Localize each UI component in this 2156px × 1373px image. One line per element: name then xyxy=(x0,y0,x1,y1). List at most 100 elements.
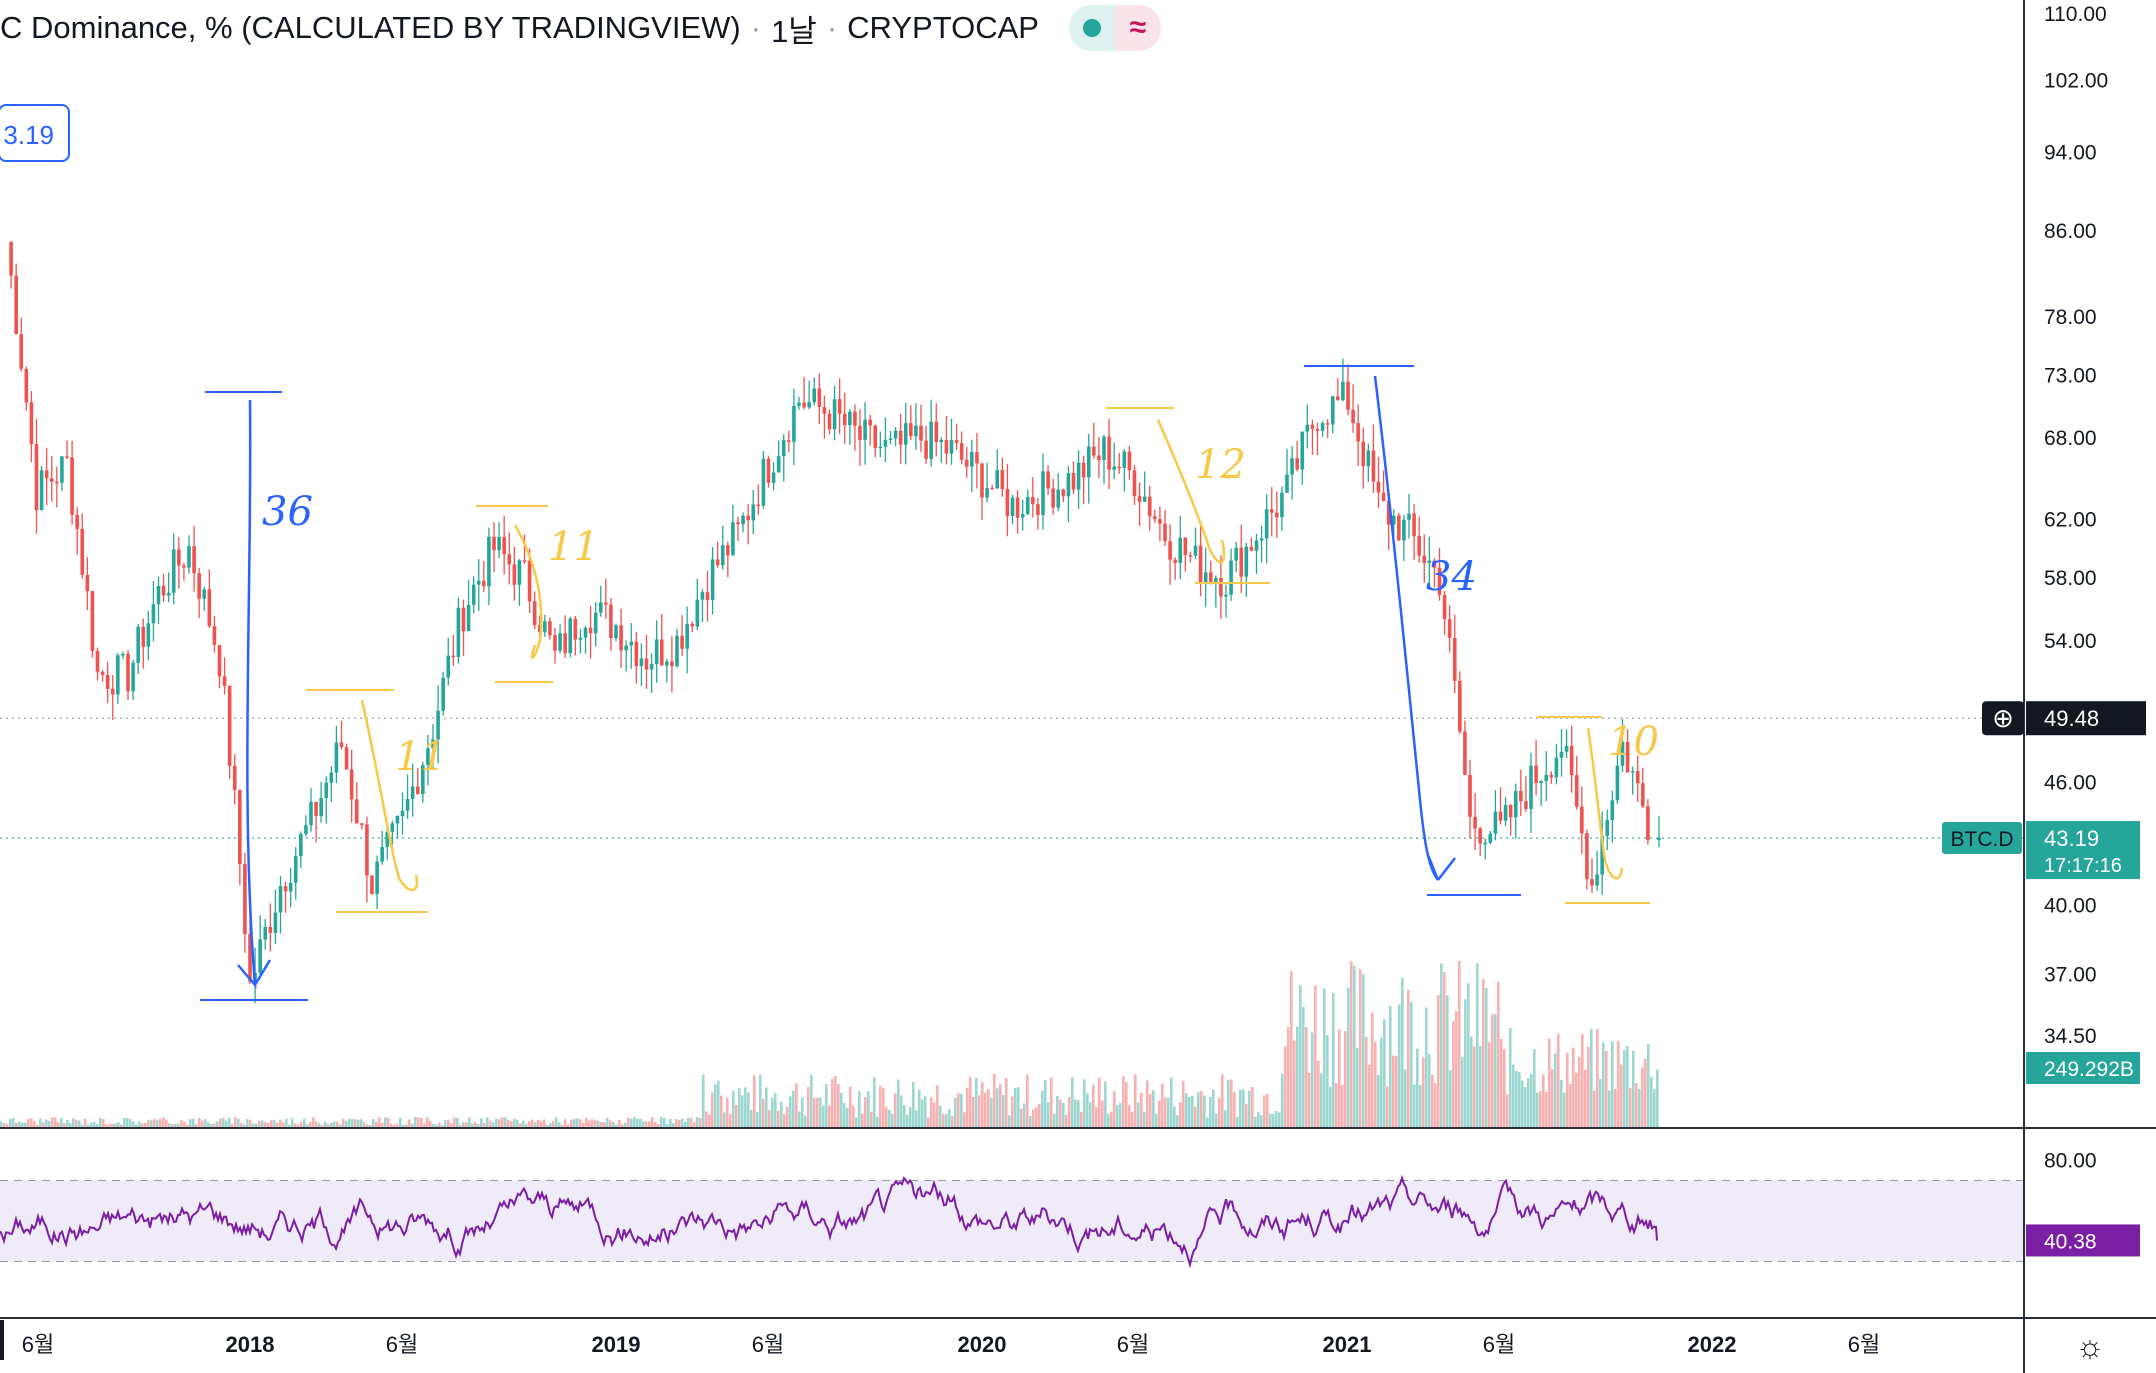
volume-bar xyxy=(426,1117,429,1128)
candle-body xyxy=(1595,874,1599,886)
candle-body xyxy=(1132,470,1137,497)
candle-body xyxy=(502,536,506,555)
settings-icon[interactable]: ☼ xyxy=(2075,1328,2104,1364)
volume-bar xyxy=(489,1120,492,1128)
candle-body xyxy=(1539,780,1543,784)
volume-bar xyxy=(402,1124,405,1128)
candle-body xyxy=(1203,572,1208,584)
volume-bar xyxy=(507,1119,510,1128)
volume-bar xyxy=(888,1110,891,1128)
volume-bar xyxy=(1221,1074,1224,1128)
volume-bar xyxy=(633,1117,636,1128)
volume-bar xyxy=(1002,1095,1005,1128)
volume-bar xyxy=(516,1119,519,1128)
candle-body xyxy=(1000,470,1005,490)
candle-body xyxy=(9,241,13,276)
candle-body xyxy=(1290,458,1294,475)
rsi-value-label: 40.38 xyxy=(2044,1230,2097,1253)
volume-bar xyxy=(393,1124,396,1128)
volume-bar xyxy=(339,1124,342,1128)
volume-bar xyxy=(207,1122,210,1128)
volume-bar xyxy=(930,1097,933,1128)
candle-body xyxy=(166,592,171,596)
candle-body xyxy=(853,411,857,426)
volume-bar xyxy=(1503,1049,1506,1128)
volume-bar xyxy=(1452,1021,1455,1128)
candle-body xyxy=(1397,515,1401,541)
volume-bar xyxy=(567,1124,570,1128)
data-delay-icon[interactable]: ≈ xyxy=(1114,5,1161,51)
volume-bar xyxy=(729,1114,732,1128)
volume-bar xyxy=(282,1122,285,1128)
volume-bar xyxy=(1557,1033,1560,1128)
volume-bar xyxy=(1041,1090,1044,1128)
candle-body xyxy=(1234,547,1238,561)
volume-bar xyxy=(1362,974,1365,1128)
candle-body xyxy=(1076,462,1081,490)
volume-bar xyxy=(1617,1040,1620,1128)
volume-bar xyxy=(1335,1083,1338,1128)
candle-body xyxy=(964,459,969,467)
volume-bar xyxy=(264,1122,267,1128)
candle-body xyxy=(1153,516,1157,519)
volume-bar xyxy=(102,1119,105,1128)
volume-bar xyxy=(1632,1050,1635,1128)
volume-bar xyxy=(321,1124,324,1128)
volume-bar xyxy=(81,1124,84,1128)
volume-bar xyxy=(1611,1041,1614,1128)
volume-bar xyxy=(1416,1048,1419,1128)
volume-bar xyxy=(1374,1042,1377,1128)
volume-bar xyxy=(1473,1046,1476,1128)
interval-label[interactable]: 1날 xyxy=(771,13,817,49)
volume-bar xyxy=(648,1121,651,1128)
candle-body xyxy=(512,564,517,585)
volume-bar xyxy=(723,1112,726,1128)
volume-bar xyxy=(255,1123,258,1128)
candle-body xyxy=(1086,446,1091,478)
volume-bar xyxy=(459,1124,462,1128)
candle-body xyxy=(568,618,573,654)
volume-bar xyxy=(894,1093,897,1128)
volume-bar xyxy=(411,1123,414,1128)
volume-bar xyxy=(924,1096,927,1128)
candle-body xyxy=(1330,396,1335,425)
volume-bar xyxy=(1356,1047,1359,1128)
time-tick-label: 2020 xyxy=(958,1332,1007,1357)
candle-body xyxy=(187,546,191,568)
time-tick-label: 6월 xyxy=(1483,1332,1515,1357)
volume-bar xyxy=(639,1118,642,1128)
candle-body xyxy=(1280,492,1284,518)
volume-bar xyxy=(1581,1033,1584,1128)
candle-body xyxy=(1635,771,1640,784)
candle-body xyxy=(736,522,740,525)
volume-bar xyxy=(1119,1103,1122,1128)
volume-bar xyxy=(1251,1086,1254,1128)
candle-body xyxy=(812,388,817,403)
volume-bar xyxy=(1098,1077,1101,1128)
volume-bar xyxy=(933,1102,936,1128)
candle-body xyxy=(431,739,435,749)
volume-bar xyxy=(813,1097,816,1128)
candle-body xyxy=(370,875,374,895)
candle-body xyxy=(1513,790,1518,818)
market-status-icon[interactable] xyxy=(1068,5,1115,51)
volume-bar xyxy=(858,1091,861,1128)
candle-body xyxy=(390,823,395,832)
candle-body xyxy=(151,604,156,624)
volume-bar xyxy=(1269,1113,1272,1128)
volume-bar xyxy=(279,1119,282,1128)
volume-bar xyxy=(1032,1109,1035,1128)
candle-body xyxy=(1025,497,1030,514)
candle-body xyxy=(131,662,135,692)
volume-bar xyxy=(1146,1080,1149,1128)
volume-bar xyxy=(498,1119,501,1128)
volume-bar xyxy=(585,1117,588,1128)
volume-bar xyxy=(642,1121,645,1128)
volume-bar xyxy=(546,1124,549,1128)
volume-bar xyxy=(1461,1057,1464,1128)
volume-bar xyxy=(678,1120,681,1128)
volume-bar xyxy=(861,1113,864,1128)
volume-bar xyxy=(1152,1090,1155,1128)
candle-body xyxy=(573,618,578,640)
